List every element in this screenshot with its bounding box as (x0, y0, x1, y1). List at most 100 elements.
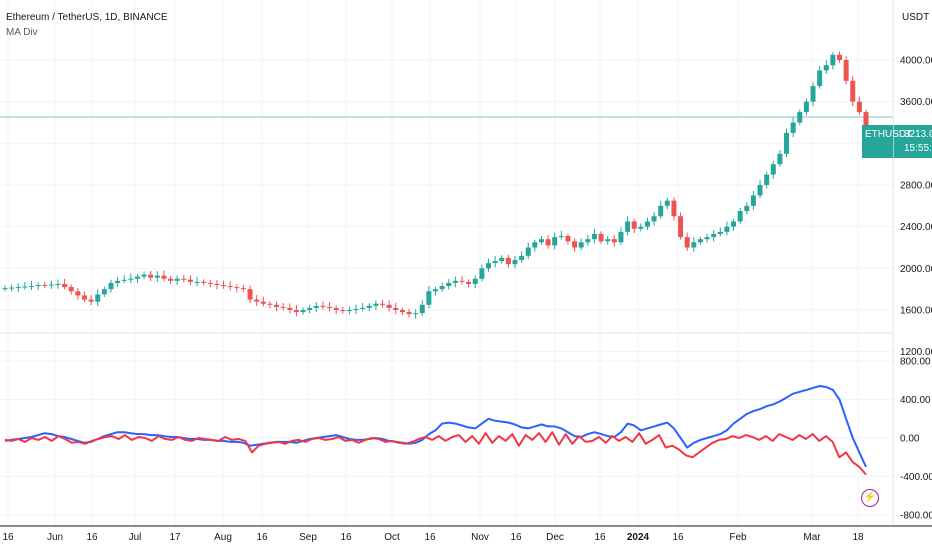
candle-body (68, 287, 74, 292)
candle-body (512, 260, 518, 265)
candle-body (538, 239, 544, 243)
candle-body (207, 282, 213, 284)
candle-body (300, 310, 306, 313)
candle-body (823, 65, 829, 71)
candle-body (764, 174, 770, 185)
last-price-symbol: ETHUSDT (865, 129, 913, 140)
price-tick-label: 2800.00 (900, 181, 932, 192)
candle-body (638, 226, 644, 229)
candle-body (15, 287, 21, 289)
time-tick-label: 2024 (627, 532, 650, 543)
candle-body (380, 303, 386, 305)
candle-body (154, 275, 160, 278)
candle-body (856, 101, 862, 113)
candle-body (843, 60, 849, 81)
lightning-bolt-icon[interactable]: ⚡ (861, 489, 879, 507)
candle-body (201, 281, 207, 283)
candle-body (148, 274, 154, 278)
candle-body (519, 255, 525, 260)
indicator-tick-label: 0.00 (900, 434, 920, 445)
candle-body (88, 299, 94, 302)
indicator-tick-label: 800.00 (900, 357, 931, 368)
candle-body (585, 239, 591, 243)
candle-body (366, 305, 372, 308)
candle-body (810, 86, 816, 102)
indicator-tick-label: 400.00 (900, 395, 931, 406)
candle-body (406, 312, 412, 315)
bar-countdown: 15:55:40 (904, 143, 932, 154)
candle-body (48, 284, 54, 286)
candle-body (174, 278, 180, 281)
candle-body (439, 286, 445, 290)
candle-body (360, 307, 366, 309)
candle-body (221, 285, 227, 287)
candle-body (399, 310, 405, 313)
candle-body (532, 242, 538, 248)
candle-body (678, 216, 684, 238)
candle-body (313, 305, 319, 308)
candle-body (466, 281, 472, 284)
candle-body (717, 231, 723, 234)
candle-body (274, 304, 280, 307)
last-price-badge: ETHUSDT 3213.04 15:55:40 (862, 125, 932, 158)
candle-body (187, 279, 193, 282)
candle-body (658, 205, 664, 217)
candle-body (750, 195, 756, 206)
candle-body (598, 233, 604, 242)
last-price-value: 3213.04 (904, 129, 932, 140)
time-tick-label: Sep (299, 532, 317, 543)
price-tick-label: 2400.00 (900, 222, 932, 233)
candle-body (108, 282, 114, 290)
candle-body (426, 291, 432, 305)
candle-body (671, 200, 677, 217)
candle-body (62, 283, 68, 288)
candle-body (472, 278, 478, 284)
candle-body (731, 221, 737, 227)
candle-body (287, 307, 293, 310)
candle-body (280, 306, 286, 308)
candle-body (413, 313, 419, 315)
candle-body (75, 291, 81, 296)
time-tick-label: Aug (214, 532, 232, 543)
candle-body (340, 310, 346, 312)
candle-body (737, 211, 743, 222)
candle-body (850, 80, 856, 102)
candle-body (327, 306, 333, 308)
indicator-tick-label: -800.00 (900, 511, 932, 522)
candle-body (168, 278, 174, 281)
candle-body (81, 295, 87, 300)
time-tick-label: Nov (471, 532, 489, 543)
candle-body (28, 286, 34, 288)
candle-body (55, 283, 61, 285)
candle-body (128, 278, 134, 280)
candle-body (459, 280, 465, 282)
ma-divergence-line (4, 385, 867, 468)
candle-body (757, 185, 763, 196)
candle-body (591, 233, 597, 240)
candle-body (9, 287, 15, 289)
candle-body (121, 279, 127, 281)
time-tick-label: Oct (384, 532, 400, 543)
signal-line (4, 431, 867, 476)
candle-body (386, 304, 392, 308)
candle-body (181, 278, 187, 280)
currency-label[interactable]: USDT (902, 12, 930, 23)
candle-body (307, 307, 313, 310)
time-tick-label: Dec (546, 532, 564, 543)
time-tick-label: 16 (256, 532, 268, 543)
candle-body (227, 286, 233, 288)
candle-body (254, 299, 260, 302)
candle-body (101, 289, 107, 295)
price-tick-label: 1200.00 (900, 347, 932, 358)
candle-body (134, 276, 140, 279)
candle-body (505, 257, 511, 265)
candle-body (240, 288, 246, 290)
candle-body (724, 226, 730, 232)
candle-body (320, 305, 326, 307)
time-tick-label: 16 (594, 532, 606, 543)
candle-body (492, 261, 498, 264)
time-tick-label: 16 (672, 532, 684, 543)
candle-body (393, 307, 399, 310)
indicator-tick-label: -400.00 (900, 472, 932, 483)
